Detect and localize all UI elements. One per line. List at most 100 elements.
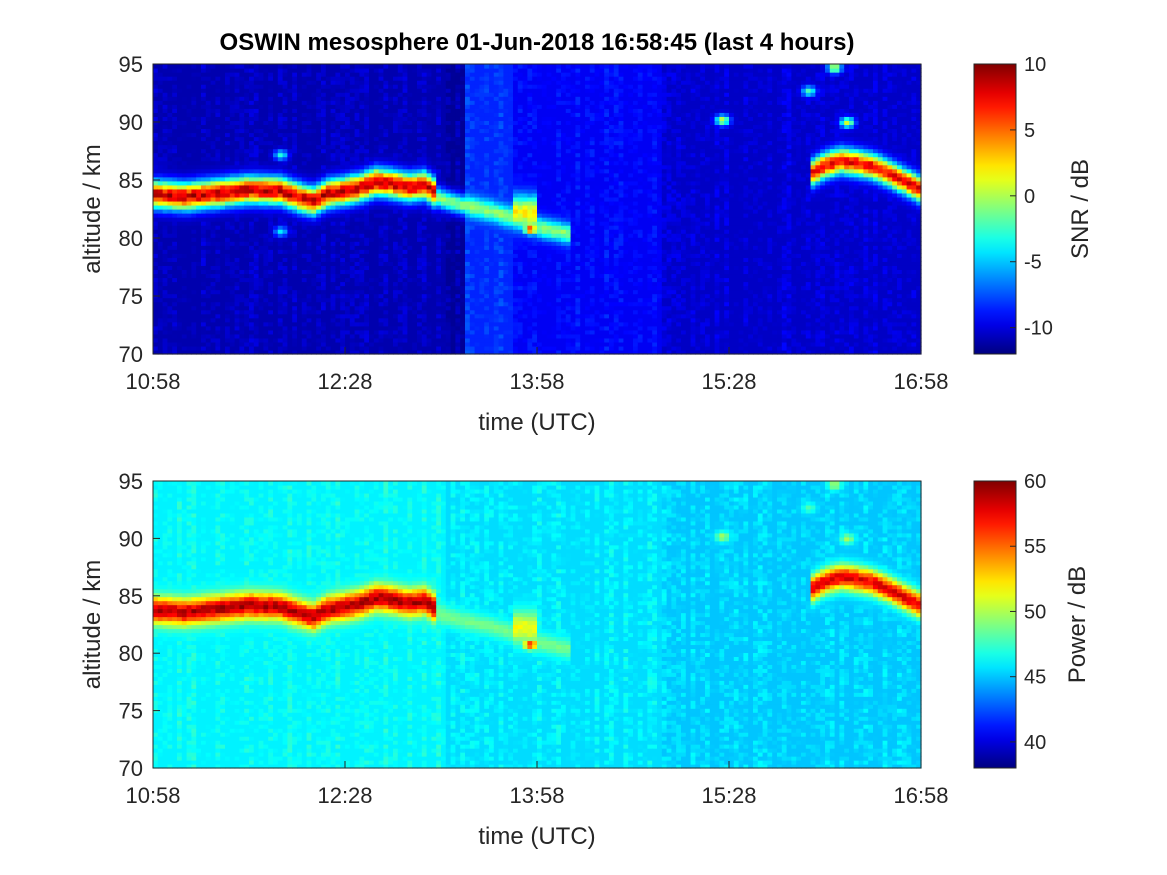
top-heatmap-cell bbox=[383, 128, 389, 134]
top-heatmap-cell bbox=[229, 152, 236, 158]
top-heatmap-cell bbox=[301, 200, 308, 206]
top-heatmap-cell bbox=[162, 192, 168, 198]
top-heatmap-cell bbox=[436, 92, 442, 97]
top-heatmap-cell bbox=[167, 172, 173, 178]
top-heatmap-cell bbox=[364, 88, 370, 93]
top-heatmap-cell bbox=[244, 229, 250, 234]
top-heatmap-cell bbox=[393, 217, 399, 222]
top-heatmap-cell bbox=[340, 188, 346, 194]
top-heatmap-cell bbox=[484, 289, 490, 295]
top-heatmap-cell bbox=[450, 180, 456, 186]
top-heatmap-cell bbox=[450, 345, 456, 351]
top-heatmap-cell bbox=[369, 297, 375, 303]
top-heatmap-cell bbox=[249, 317, 255, 323]
top-heatmap-cell bbox=[253, 120, 260, 126]
top-heatmap-cell bbox=[153, 140, 159, 146]
top-heatmap-cell bbox=[412, 92, 418, 97]
top-heatmap-cell bbox=[167, 309, 173, 315]
top-heatmap-cell bbox=[215, 120, 221, 126]
top-heatmap-cell bbox=[325, 108, 332, 113]
top-heatmap-cell bbox=[282, 152, 288, 158]
top-heatmap-cell bbox=[407, 172, 413, 178]
top-heatmap-cell bbox=[316, 72, 322, 77]
top-heatmap-cell bbox=[229, 196, 236, 202]
top-heatmap-cell bbox=[335, 148, 341, 154]
top-heatmap-cell bbox=[258, 188, 264, 194]
top-heatmap-cell bbox=[268, 100, 274, 105]
top-heatmap-cell bbox=[445, 132, 452, 138]
top-heatmap-cell bbox=[316, 269, 322, 275]
top-heatmap-cell bbox=[393, 112, 399, 117]
top-heatmap-cell bbox=[186, 172, 192, 178]
top-heatmap-cell bbox=[335, 168, 341, 174]
top-heatmap-cell bbox=[287, 92, 293, 97]
top-heatmap-cell bbox=[157, 213, 164, 218]
top-heatmap-cell bbox=[244, 76, 250, 81]
top-heatmap-cell bbox=[465, 108, 471, 113]
top-heatmap-cell bbox=[474, 188, 480, 194]
top-heatmap-cell bbox=[157, 188, 164, 194]
top-heatmap-cell bbox=[407, 112, 413, 117]
top-heatmap-cell bbox=[441, 317, 447, 323]
top-heatmap-cell bbox=[157, 176, 164, 182]
top-heatmap-cell bbox=[229, 261, 236, 266]
top-heatmap-cell bbox=[292, 204, 298, 210]
top-heatmap-cell bbox=[325, 68, 332, 73]
top-heatmap-cell bbox=[201, 237, 207, 242]
top-heatmap-cell bbox=[431, 96, 437, 101]
top-heatmap-cell bbox=[234, 309, 240, 315]
top-heatmap-cell bbox=[325, 80, 332, 85]
top-heatmap-cell bbox=[229, 160, 236, 166]
top-heatmap-cell bbox=[234, 108, 240, 113]
top-heatmap-cell bbox=[484, 337, 490, 343]
top-heatmap-cell bbox=[172, 64, 178, 69]
top-heatmap-cell bbox=[215, 317, 221, 323]
top-heatmap-cell bbox=[393, 345, 399, 351]
top-heatmap-cell bbox=[316, 104, 322, 109]
top-heatmap-cell bbox=[393, 160, 399, 166]
top-heatmap-cell bbox=[417, 277, 423, 283]
top-heatmap-cell bbox=[258, 148, 264, 154]
top-heatmap-cell bbox=[181, 337, 188, 343]
top-heatmap-cell bbox=[426, 192, 432, 198]
top-heatmap-cell bbox=[479, 285, 485, 291]
top-heatmap-cell bbox=[321, 164, 327, 170]
top-heatmap-cell bbox=[354, 313, 360, 319]
top-heatmap-cell bbox=[421, 245, 428, 250]
top-heatmap-cell bbox=[268, 84, 274, 89]
top-heatmap-cell bbox=[172, 333, 178, 339]
top-heatmap-cell bbox=[273, 148, 279, 154]
top-heatmap-cell bbox=[234, 116, 240, 121]
top-heatmap-cell bbox=[426, 108, 432, 113]
top-heatmap-cell bbox=[215, 249, 221, 254]
top-heatmap-cell bbox=[196, 68, 202, 73]
top-heatmap-cell bbox=[484, 265, 490, 271]
top-heatmap-cell bbox=[191, 192, 197, 198]
top-heatmap-cell bbox=[153, 64, 159, 69]
top-heatmap-cell bbox=[388, 76, 394, 81]
top-heatmap-cell bbox=[205, 289, 212, 295]
top-heatmap-cell bbox=[186, 196, 192, 202]
top-heatmap-cell bbox=[388, 257, 394, 262]
top-heatmap-cell bbox=[210, 305, 216, 311]
top-heatmap-cell bbox=[181, 345, 188, 351]
top-heatmap-cell bbox=[201, 172, 207, 178]
top-heatmap-cell bbox=[407, 68, 413, 73]
top-heatmap-cell bbox=[172, 265, 178, 271]
top-heatmap-cell bbox=[445, 168, 452, 174]
top-heatmap-cell bbox=[186, 217, 192, 222]
top-heatmap-cell bbox=[469, 176, 476, 182]
top-heatmap-cell bbox=[316, 293, 322, 299]
top-heatmap-cell bbox=[167, 329, 173, 335]
top-heatmap-cell bbox=[340, 152, 346, 158]
top-heatmap-cell bbox=[359, 164, 365, 170]
top-heatmap-cell bbox=[455, 253, 461, 258]
top-heatmap-cell bbox=[210, 124, 216, 130]
top-heatmap-cell bbox=[172, 221, 178, 226]
top-heatmap-cell bbox=[263, 76, 269, 81]
top-heatmap-cell bbox=[258, 132, 264, 138]
top-heatmap-cell bbox=[345, 213, 351, 218]
top-heatmap-cell bbox=[287, 273, 293, 279]
top-heatmap-cell bbox=[479, 176, 485, 182]
top-heatmap-cell bbox=[177, 124, 183, 130]
